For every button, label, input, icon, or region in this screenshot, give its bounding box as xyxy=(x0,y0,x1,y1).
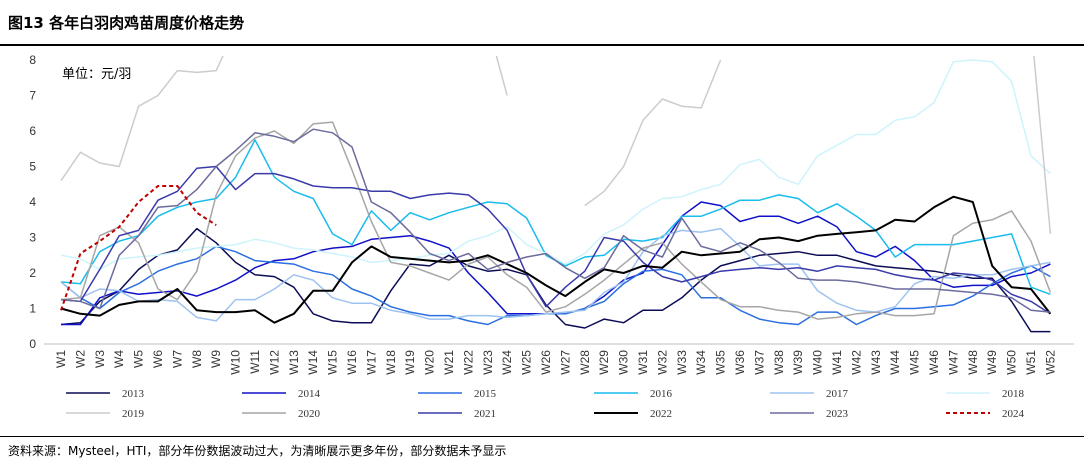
y-tick-label: 4 xyxy=(29,195,36,209)
y-tick-label: 3 xyxy=(29,231,36,245)
legend-label-2017: 2017 xyxy=(826,388,849,400)
x-tick-label: W22 xyxy=(461,350,475,375)
x-tick-label: W48 xyxy=(966,350,980,375)
x-tick-label: W38 xyxy=(772,350,786,375)
x-tick-label: W19 xyxy=(403,350,417,375)
x-tick-label: W18 xyxy=(384,350,398,375)
series-line-2020 xyxy=(60,121,1052,320)
x-tick-label: W30 xyxy=(617,350,631,375)
legend-label-2019: 2019 xyxy=(122,408,145,420)
x-tick-label: W51 xyxy=(1024,350,1038,375)
x-tick-label: W11 xyxy=(248,350,262,374)
title-rule xyxy=(0,44,1084,46)
x-axis: W1 W2 W3 W4 W5 W6 W7 W8 W9 W10 W11 W12 W13 W14 W15 W16 W… xyxy=(44,343,1074,375)
x-tick-label: W14 xyxy=(306,350,320,375)
x-tick-label: W37 xyxy=(752,350,766,375)
legend-label-2024: 2024 xyxy=(1002,408,1025,420)
x-tick-label: W42 xyxy=(849,350,863,375)
x-tick-label: W21 xyxy=(442,350,456,375)
x-tick-label: W8 xyxy=(190,350,204,368)
legend-label-2016: 2016 xyxy=(650,388,673,400)
x-tick-label: W47 xyxy=(946,350,960,375)
y-tick-label: 6 xyxy=(29,124,36,138)
x-tick-label: W44 xyxy=(888,350,902,375)
x-tick-label: W7 xyxy=(170,350,184,368)
x-tick-label: W43 xyxy=(869,350,883,375)
x-tick-label: W29 xyxy=(597,350,611,375)
legend-label-2021: 2021 xyxy=(474,408,496,420)
x-tick-label: W32 xyxy=(655,350,669,375)
series-line-2013 xyxy=(60,227,1051,333)
x-tick-label: W3 xyxy=(93,350,107,368)
series-line-2022 xyxy=(60,195,1052,324)
x-tick-label: W12 xyxy=(267,350,281,375)
x-tick-label: W50 xyxy=(1005,350,1019,375)
x-tick-label: W9 xyxy=(209,350,223,368)
y-tick-label: 5 xyxy=(29,160,36,174)
unit-label: 单位：元/羽 xyxy=(62,67,131,82)
series-line-2023 xyxy=(60,128,1051,313)
series-line-2021 xyxy=(60,165,1051,315)
x-tick-label: W40 xyxy=(811,350,825,375)
legend-label-2018: 2018 xyxy=(1002,388,1025,400)
x-tick-label: W23 xyxy=(481,350,495,375)
x-tick-label: W28 xyxy=(578,350,592,375)
legend-label-2023: 2023 xyxy=(826,408,849,420)
x-tick-label: W24 xyxy=(500,350,514,375)
x-tick-label: W34 xyxy=(694,350,708,375)
x-tick-label: W52 xyxy=(1043,350,1057,375)
source-note: 资料来源：Mysteel，HTI，部分年份数据波动过大，为清晰展示更多年份，部分… xyxy=(8,444,507,458)
x-tick-label: W13 xyxy=(287,350,301,375)
x-tick-label: W35 xyxy=(714,350,728,375)
series-line-2024 xyxy=(60,185,217,311)
y-tick-label: 2 xyxy=(29,266,36,280)
series-line-2015 xyxy=(60,245,1051,326)
y-tick-label: 8 xyxy=(29,53,36,67)
x-tick-label: W2 xyxy=(73,350,87,368)
x-tick-label: W10 xyxy=(229,350,243,375)
x-tick-label: W46 xyxy=(927,350,941,375)
y-tick-label: 7 xyxy=(29,89,36,103)
line-chart: 0 1 2 3 4 5 6 7 8 W1 W2 W3 W4 W5 W6 W7 W8 W9 W10 W11 W12 W13… xyxy=(29,53,1074,420)
x-tick-label: W4 xyxy=(112,350,126,368)
y-tick-label: 1 xyxy=(29,302,36,316)
legend-label-2013: 2013 xyxy=(122,388,145,400)
x-tick-label: W41 xyxy=(830,350,844,375)
x-tick-label: W36 xyxy=(733,350,747,375)
source-rule xyxy=(0,436,1084,437)
x-tick-label: W26 xyxy=(539,350,553,375)
x-tick-label: W16 xyxy=(345,350,359,375)
x-tick-label: W25 xyxy=(520,350,534,375)
x-tick-label: W1 xyxy=(54,350,68,368)
series-lines xyxy=(60,56,1052,333)
series-line-2017 xyxy=(60,227,1051,322)
x-tick-label: W27 xyxy=(558,350,572,375)
x-tick-label: W6 xyxy=(151,350,165,368)
x-tick-label: W17 xyxy=(364,350,378,375)
x-tick-label: W33 xyxy=(675,350,689,375)
series-line-2019 xyxy=(60,56,1052,234)
x-tick-label: W15 xyxy=(326,350,340,375)
y-axis: 0 1 2 3 4 5 6 7 8 xyxy=(29,53,36,351)
x-tick-label: W45 xyxy=(908,350,922,375)
x-tick-label: W49 xyxy=(985,350,999,375)
x-tick-label: W5 xyxy=(132,350,146,368)
y-tick-label: 0 xyxy=(29,337,36,351)
x-tick-label: W39 xyxy=(791,350,805,375)
legend-label-2015: 2015 xyxy=(474,388,497,400)
legend-label-2022: 2022 xyxy=(650,408,672,420)
legend-label-2020: 2020 xyxy=(298,408,321,420)
legend: 2013 2014 2015 2016 2017 2018 2019 2020 2021 2022… xyxy=(66,388,1025,420)
series-line-2016 xyxy=(60,139,1051,296)
x-tick-label: W20 xyxy=(423,350,437,375)
x-tick-label: W31 xyxy=(636,350,650,375)
legend-label-2014: 2014 xyxy=(298,388,321,400)
chart-title: 图13 各年白羽肉鸡苗周度价格走势 xyxy=(8,14,245,32)
series-line-2018 xyxy=(60,59,1051,271)
